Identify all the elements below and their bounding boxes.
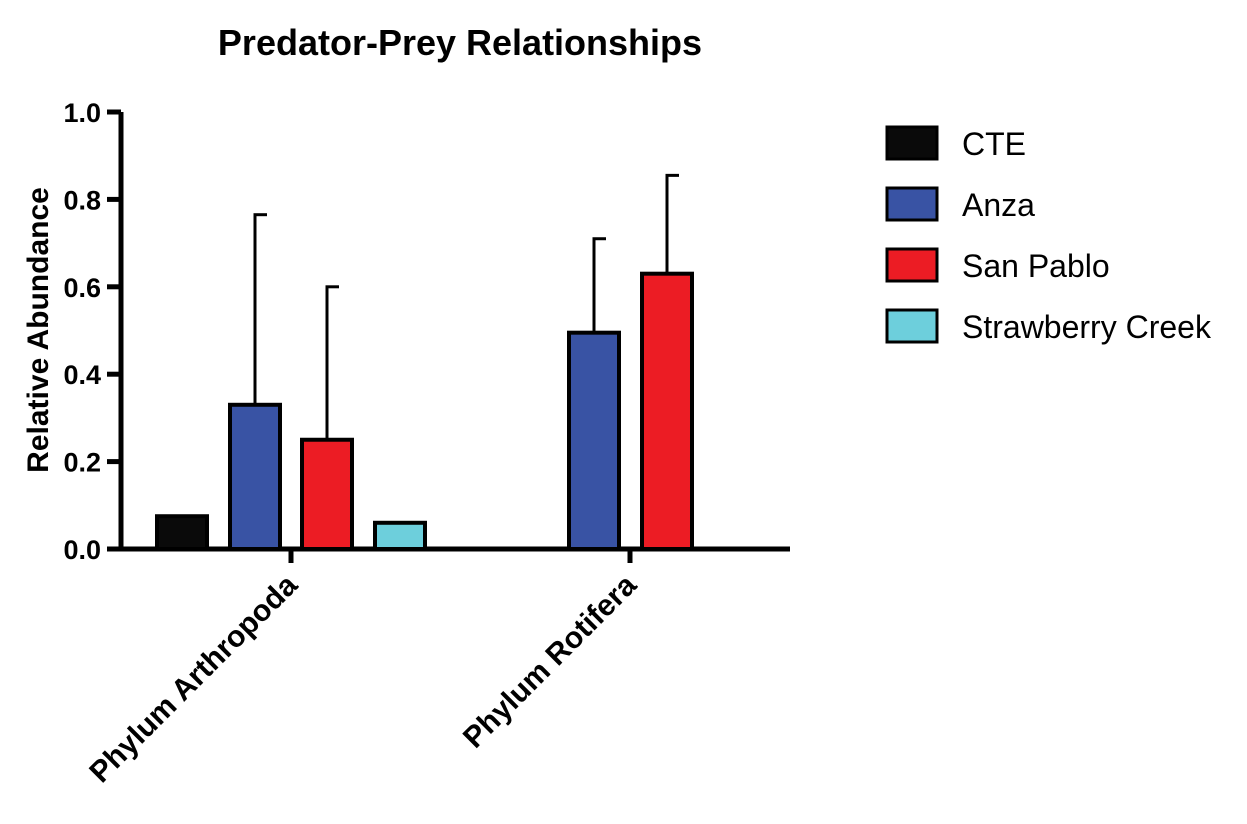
plot-area: 0.0 0.2 0.4 0.6 0.8 1.0 Phylum Arthropoda Phylu… bbox=[63, 98, 790, 789]
bar-san-pablo bbox=[300, 437, 354, 551]
legend-label: CTE bbox=[962, 126, 1026, 162]
x-category-label: Phylum Rotifera bbox=[457, 568, 643, 754]
y-tick-label: 0.4 bbox=[63, 360, 101, 390]
legend-swatch bbox=[885, 186, 939, 222]
bar-san-pablo bbox=[640, 271, 694, 551]
y-tick-label: 1.0 bbox=[63, 98, 101, 128]
bar-cte bbox=[155, 514, 209, 551]
legend-label: Strawberry Creek bbox=[962, 309, 1212, 345]
legend-swatch bbox=[885, 247, 939, 283]
legend-swatch bbox=[885, 308, 939, 344]
legend-label: San Pablo bbox=[962, 248, 1110, 284]
x-category-label: Phylum Arthropoda bbox=[83, 568, 304, 789]
y-tick-label: 0.2 bbox=[63, 448, 101, 478]
y-tick-label: 0.8 bbox=[63, 185, 101, 215]
y-tick-label: 0.6 bbox=[63, 273, 101, 303]
y-axis-title: Relative Abundance bbox=[22, 187, 55, 473]
chart-title: Predator-Prey Relationships bbox=[218, 22, 702, 63]
legend-label: Anza bbox=[962, 187, 1035, 223]
legend: CTE Anza San Pablo Strawberry Creek bbox=[885, 125, 1212, 345]
bar-anza bbox=[228, 402, 282, 552]
bar-strawberry-creek bbox=[373, 520, 427, 552]
legend-swatch bbox=[885, 125, 939, 161]
bar-anza bbox=[567, 330, 621, 551]
y-tick-label: 0.0 bbox=[63, 535, 101, 565]
